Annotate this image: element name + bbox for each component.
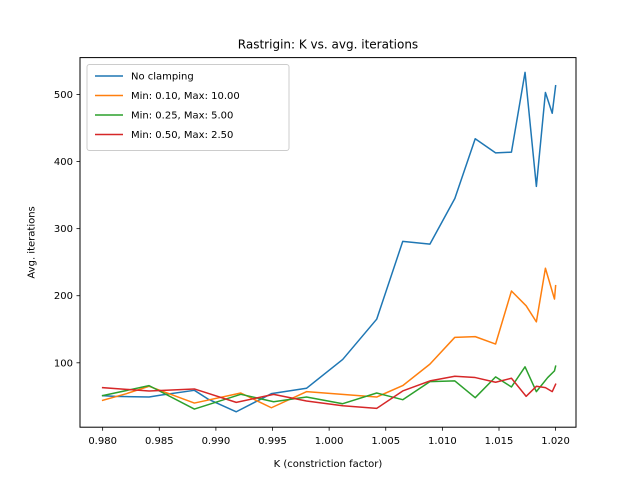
y-tick-label: 300: [54, 224, 73, 235]
series-line-2: [101, 267, 557, 409]
x-tick-label: 1.020: [541, 436, 570, 447]
y-axis-title: Avg. iterations: [27, 206, 38, 278]
legend: No clamping Min: 0.10, Max: 10.00 Min: 0.2…: [86, 64, 290, 151]
x-axis-title: K (constriction factor): [274, 459, 383, 470]
x-tick-label: 1.010: [428, 436, 457, 447]
x-axis: 0.980 0.985 0.990 0.995 1.000 1.005 1.010 1.015…: [88, 427, 570, 447]
x-tick-label: 0.995: [258, 436, 287, 447]
plot-area: [101, 71, 557, 413]
plot-frame: [79, 57, 577, 428]
y-tick-label: 100: [54, 358, 73, 369]
series-line-4: [101, 375, 557, 410]
legend-box: [86, 64, 290, 151]
legend-label-2: Min: 0.10, Max: 10.00: [131, 91, 240, 102]
y-tick-label: 200: [54, 291, 73, 302]
x-tick-label: 1.000: [315, 436, 344, 447]
legend-label-1: No clamping: [131, 72, 194, 83]
x-tick-label: 0.985: [145, 436, 174, 447]
series-line-1: [101, 71, 557, 413]
x-tick-label: 0.990: [202, 436, 231, 447]
x-tick-label: 1.005: [371, 436, 400, 447]
y-tick-label: 500: [54, 90, 73, 101]
y-tick-label: 400: [54, 157, 73, 168]
chart-title: Rastrigin: K vs. avg. iterations: [238, 38, 418, 52]
y-axis: 100 200 300 400 500: [54, 90, 80, 369]
x-tick-label: 0.980: [88, 436, 117, 447]
x-tick-label: 1.015: [485, 436, 514, 447]
legend-label-3: Min: 0.25, Max: 5.00: [131, 111, 233, 122]
legend-label-4: Min: 0.50, Max: 2.50: [131, 130, 233, 141]
